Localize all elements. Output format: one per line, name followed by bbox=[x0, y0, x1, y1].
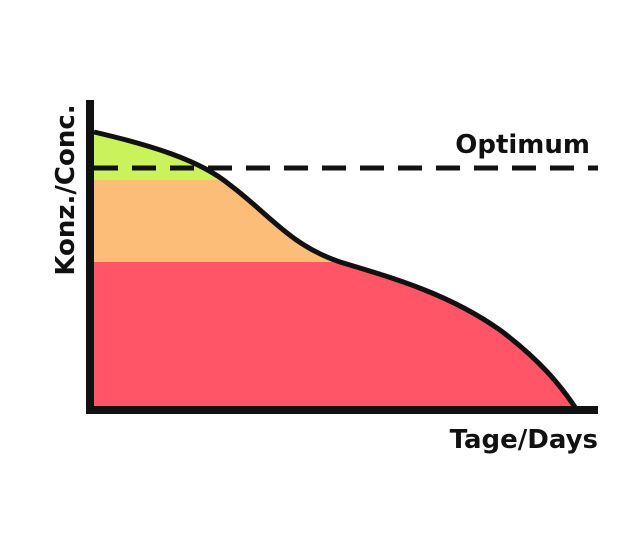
orange-zone bbox=[94, 180, 575, 262]
red-zone bbox=[94, 262, 575, 407]
optimum-label: Optimum bbox=[455, 130, 590, 160]
x-axis-label: Tage/Days bbox=[450, 425, 598, 455]
y-axis-label: Konz./Conc. bbox=[51, 104, 81, 275]
curve bbox=[93, 129, 578, 409]
